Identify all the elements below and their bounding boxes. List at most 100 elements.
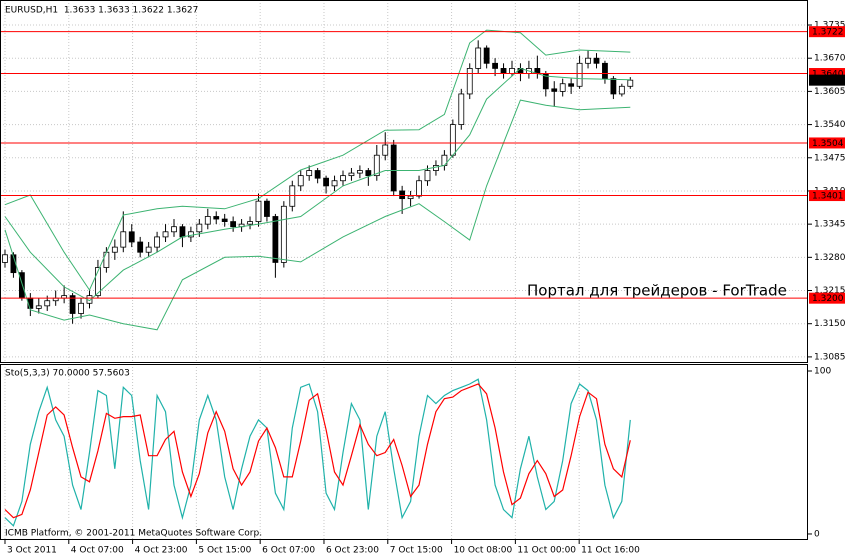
candle-body <box>204 216 211 225</box>
candle-body <box>272 216 279 263</box>
candle-body <box>289 185 296 207</box>
band-line <box>4 99 631 331</box>
candle-body <box>44 300 51 307</box>
level-label: 1.3200 <box>812 294 844 304</box>
candle-body <box>145 246 152 253</box>
x-tick-label: 7 Oct 15:00 <box>390 546 443 556</box>
axes: 3 Oct 2011 4 Oct 07:00 4 Oct 23:00 5 Oct 15… <box>4 6 845 556</box>
last-price-label: 1.3627 <box>812 76 844 86</box>
x-tick-label: 11 Oct 16:00 <box>581 546 640 556</box>
candle-body <box>475 47 482 69</box>
candle-body <box>610 78 617 95</box>
candle-body <box>424 170 431 182</box>
candle-body <box>171 226 177 233</box>
candle-body <box>407 195 414 200</box>
candle-body <box>390 144 397 192</box>
candle-body <box>449 124 456 156</box>
candle-body <box>458 93 465 125</box>
stochastic-panel <box>4 364 631 540</box>
candle-body <box>103 251 110 268</box>
candle-body <box>373 154 380 177</box>
candle-body <box>314 170 321 179</box>
price-frame <box>0 0 808 363</box>
y-tick-label: 1.3345 <box>814 220 845 230</box>
x-tick-label: 6 Oct 07:00 <box>262 546 315 556</box>
candle-body <box>297 175 304 187</box>
candle-body <box>576 62 583 87</box>
last-price-box <box>809 74 845 86</box>
candle-body <box>111 246 118 253</box>
candle-body <box>602 62 608 80</box>
x-tick-label: 4 Oct 07:00 <box>71 546 124 556</box>
candle-body <box>618 85 625 95</box>
candle-body <box>78 302 84 314</box>
candle-body <box>187 231 194 238</box>
candle-body <box>95 267 101 297</box>
candle-body <box>230 221 237 228</box>
candle-body <box>2 254 8 263</box>
candle-body <box>348 172 355 177</box>
watermark: Портал для трейдеров - ForTrade <box>527 282 787 300</box>
candle-body <box>128 231 135 243</box>
candle-body <box>492 62 498 69</box>
level-label-box <box>809 26 845 38</box>
y-tick-label: 1.3150 <box>814 319 845 329</box>
candle-body <box>120 231 127 248</box>
level-label-box <box>809 292 845 304</box>
candle-body <box>585 57 591 64</box>
x-tick-label: 11 Oct 00:00 <box>517 546 576 556</box>
candle-body <box>382 144 389 156</box>
y-tick-label: 1.3540 <box>814 120 845 130</box>
candle-body <box>280 205 287 263</box>
candle-body <box>264 200 270 217</box>
copyright: ICMB Platform, © 2001-2011 MetaQuotes So… <box>5 529 262 539</box>
candle-body <box>483 47 490 64</box>
candle-body <box>137 241 144 253</box>
candle-body <box>399 190 406 200</box>
stochastic-frame <box>0 364 808 540</box>
y-tick-label: 1.3085 <box>814 352 845 362</box>
candle-body <box>433 165 439 171</box>
candle-body <box>466 68 473 95</box>
price-panel: Портал для трейдеров - ForTrade <box>0 0 808 362</box>
x-tick-label: 10 Oct 08:00 <box>454 546 513 556</box>
level-label: 1.3401 <box>812 192 844 202</box>
candle-body <box>213 216 220 220</box>
candle-body <box>179 226 186 238</box>
y-tick-label: 1.3605 <box>814 87 845 97</box>
chart-title: EURUSD,H1 1.3633 1.3633 1.3622 1.3627 <box>5 6 198 16</box>
x-tick-label: 6 Oct 23:00 <box>326 546 379 556</box>
candle-body <box>306 170 313 177</box>
candle-body <box>35 305 42 309</box>
candle-body <box>162 231 169 238</box>
y-tick-label: 1.3670 <box>814 54 845 64</box>
y-tick-label: 1.3475 <box>814 153 845 163</box>
candle-body <box>365 170 372 177</box>
indicator-title: Sto(5,3,3) 70.0000 57.5603 <box>5 369 130 379</box>
x-tick-label: 5 Oct 15:00 <box>198 546 251 556</box>
level-label-box <box>809 68 845 80</box>
candle-body <box>559 83 566 92</box>
candle-body <box>356 170 363 174</box>
level-label-box <box>809 190 845 202</box>
candle-body <box>500 68 507 74</box>
candle-body <box>255 200 262 222</box>
candle-body <box>627 79 634 87</box>
y-tick-label: 1.3735 <box>814 21 845 31</box>
stochastic-line <box>4 383 631 519</box>
candle-body <box>221 218 228 222</box>
candle-body <box>331 180 338 187</box>
candle-body <box>593 57 600 64</box>
band-line <box>4 29 631 292</box>
candle-body <box>551 88 558 92</box>
candle-body <box>69 295 76 314</box>
level-label: 1.3722 <box>812 28 844 38</box>
candle-body <box>247 221 253 225</box>
stochastic-line <box>4 378 631 527</box>
y-tick-label: 1.3280 <box>814 253 845 263</box>
level-label: 1.3504 <box>812 139 844 149</box>
candle-body <box>323 177 329 187</box>
y-tick-label: 1.3215 <box>814 286 845 296</box>
